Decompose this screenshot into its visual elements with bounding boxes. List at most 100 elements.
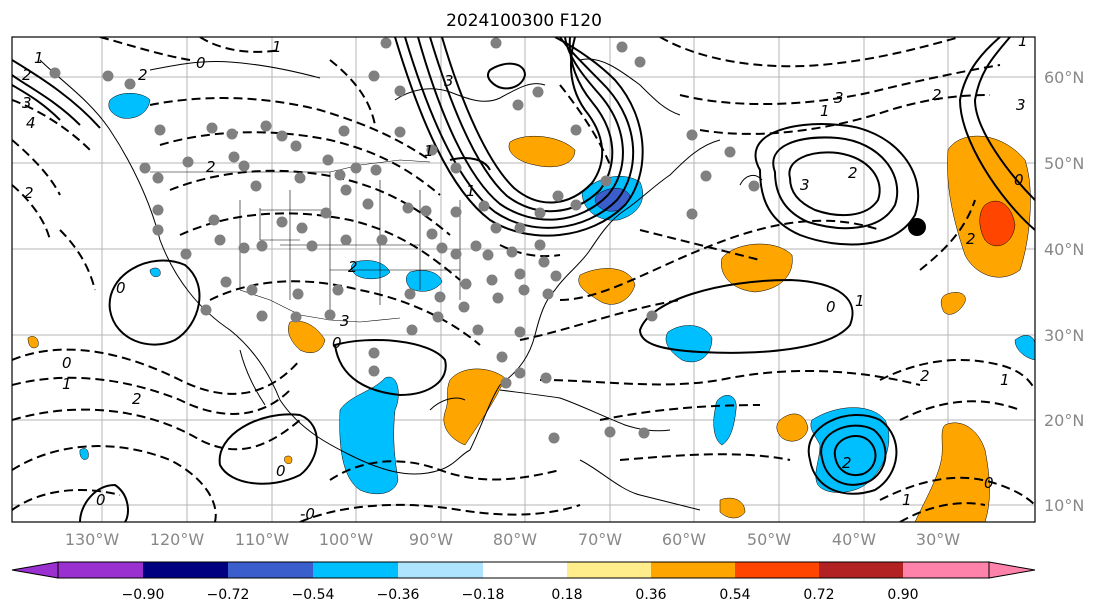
positive-region: [27, 336, 39, 349]
contour-label: 2: [920, 367, 930, 385]
station-markers: [49, 37, 760, 444]
contour-label: 3: [800, 176, 810, 194]
colorbar-tick-label: −0.54: [292, 587, 335, 603]
colorbar-segment: [58, 562, 143, 578]
contour-label: 2: [348, 258, 358, 276]
contour-label: 3: [834, 89, 844, 107]
contour-label: 0: [276, 462, 286, 480]
contour-label: 2: [206, 158, 216, 176]
longitude-axis: 130°W 120°W 110°W 100°W 90°W 80°W 70°W 6…: [65, 530, 960, 549]
colorbar-tick-label: −0.36: [377, 587, 420, 603]
colorbar-tick-label: 0.54: [719, 587, 750, 603]
longitude-label: 50°W: [747, 530, 791, 549]
contour-label: 1: [820, 102, 830, 120]
colorbar-segment: [398, 562, 483, 578]
coastlines: [39, 58, 763, 511]
longitude-label: 30°W: [916, 530, 960, 549]
positive-region: [914, 422, 990, 522]
latitude-label: 30°N: [1044, 326, 1084, 345]
contour-label: 0: [116, 279, 126, 297]
contour-label: 2: [966, 230, 976, 248]
anomaly-shading: [27, 93, 1035, 522]
positive-region: [284, 455, 293, 464]
contour-label: 4: [26, 114, 36, 132]
contour-label: 1: [34, 49, 44, 67]
colorbar-segment: [143, 562, 228, 578]
colorbar-segment: [819, 562, 903, 578]
colorbar-tick-label: −0.90: [122, 587, 165, 603]
contour-label-group: 1 2 3 4 2 0 1 2 3 1 1 2 3 0 0 1 2 0 0 -0…: [22, 32, 1028, 523]
contour-label: 2: [132, 390, 142, 408]
contour-label: 0: [332, 334, 342, 352]
negative-region: [351, 260, 391, 280]
latitude-label: 10°N: [1044, 496, 1084, 515]
dashed-contours: [12, 37, 1035, 522]
positive-region: [940, 292, 966, 315]
colorbar-tick-label: 0.36: [635, 587, 666, 603]
contour-label: 2: [22, 66, 32, 84]
colorbar-segment: [228, 562, 313, 578]
positive-region: [776, 413, 809, 442]
colorbar-tick-label: 0.90: [887, 587, 918, 603]
contour-label: 0: [196, 54, 206, 72]
negative-region: [1014, 335, 1035, 361]
contour-label: 2: [138, 66, 148, 84]
contour-label: 1: [466, 182, 476, 200]
negative-region: [339, 376, 399, 495]
colorbar-tick-label: −0.18: [462, 587, 505, 603]
contour-label: 1: [902, 491, 912, 509]
colorbar: −0.90 −0.72 −0.54 −0.36 −0.18 0.18 0.36 …: [11, 561, 1036, 603]
contour-label: 1: [1000, 371, 1010, 389]
longitude-label: 80°W: [493, 530, 537, 549]
positive-region: [288, 320, 326, 353]
map-frame: [11, 36, 1036, 523]
longitude-label: 70°W: [578, 530, 622, 549]
contour-label: 0: [96, 491, 106, 509]
solid-contours: [12, 37, 1035, 522]
latitude-label: 50°N: [1044, 154, 1084, 173]
longitude-label: 40°W: [832, 530, 876, 549]
longitude-label: 110°W: [235, 530, 290, 549]
negative-region: [406, 270, 443, 292]
contour-label: 1: [1018, 32, 1028, 50]
colorbar-high-extend: [988, 561, 1036, 579]
colorbar-segment: [483, 562, 567, 578]
longitude-label: 100°W: [319, 530, 374, 549]
longitude-label: 130°W: [65, 530, 120, 549]
contour-label: 2: [932, 86, 942, 104]
positive-region: [719, 497, 746, 519]
longitude-label: 120°W: [150, 530, 205, 549]
contour-label: 0: [1014, 171, 1024, 189]
latitude-label: 60°N: [1044, 68, 1084, 87]
contour-label: 0: [984, 474, 994, 492]
contour-label: 1: [272, 38, 282, 56]
negative-region: [149, 267, 161, 278]
colorbar-low-extend: [11, 561, 59, 579]
contour-label: 1: [424, 142, 434, 160]
positive-region: [508, 136, 576, 168]
contour-label: 3: [340, 312, 350, 330]
longitude-label: 60°W: [662, 530, 706, 549]
colorbar-tick-label: −0.72: [207, 587, 250, 603]
contour-label: 0: [62, 354, 72, 372]
longitude-label: 90°W: [409, 530, 453, 549]
contour-label: 1: [62, 375, 72, 393]
colorbar-segment: [903, 562, 989, 578]
contour-label: 3: [444, 72, 454, 90]
colorbar-segment: [313, 562, 398, 578]
map-area: 1 2 3 4 2 0 1 2 3 1 1 2 3 0 0 1 2 0 0 -0…: [12, 32, 1035, 523]
latitude-axis: 60°N 50°N 40°N 30°N 20°N 10°N: [1044, 68, 1084, 515]
colorbar-tick-label: 0.18: [551, 587, 582, 603]
contour-label: 3: [22, 94, 32, 112]
contour-label: 2: [24, 184, 34, 202]
contour-label: -0: [300, 505, 315, 523]
latitude-label: 40°N: [1044, 240, 1084, 259]
colorbar-segment: [651, 562, 735, 578]
negative-region: [108, 93, 151, 119]
colorbar-segment: [735, 562, 819, 578]
contour-label: 3: [1016, 96, 1026, 114]
contour-label: 0: [826, 298, 836, 316]
contour-label: 2: [848, 164, 858, 182]
map-title: 2024100300 F120: [446, 11, 602, 31]
